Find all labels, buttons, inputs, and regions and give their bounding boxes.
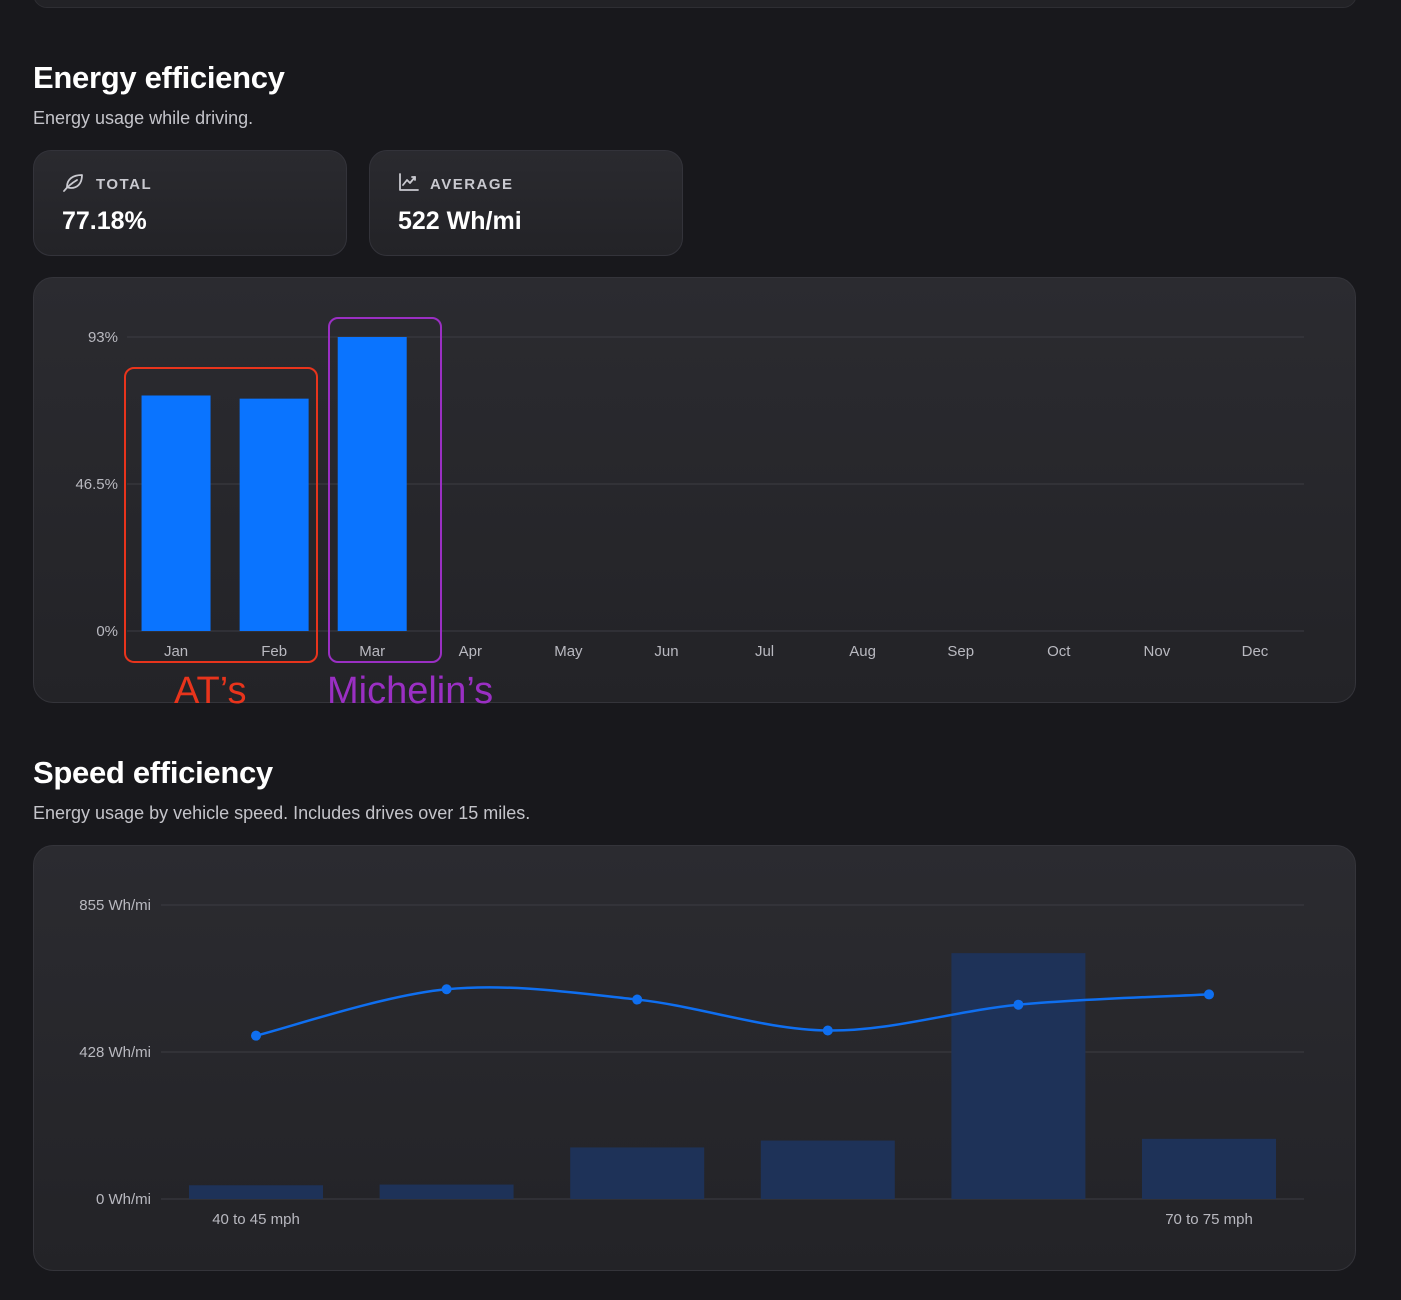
average-stat-card: AVERAGE 522 Wh/mi xyxy=(369,150,683,256)
total-stat-label: TOTAL xyxy=(96,175,153,193)
y-tick-label: 46.5% xyxy=(75,476,118,493)
speed-bar xyxy=(189,1185,323,1199)
ats-highlight-box xyxy=(124,367,318,663)
previous-card xyxy=(33,0,1357,8)
speed-chart-card: 0 Wh/mi 428 Wh/mi 855 Wh/mi 40 to 45 mph 70 … xyxy=(33,845,1356,1271)
ats-annotation-label: AT’s xyxy=(174,670,247,712)
data-point xyxy=(1204,989,1214,1000)
x-tick-label: Feb xyxy=(261,643,287,660)
x-tick-label: 40 to 45 mph xyxy=(212,1211,300,1228)
average-stat-value: 522 Wh/mi xyxy=(398,207,522,235)
speed-section-subtitle: Energy usage by vehicle speed. Includes … xyxy=(33,803,531,823)
michelins-annotation-label: Michelin’s xyxy=(327,670,494,712)
bar xyxy=(337,337,407,631)
x-tick-label: Apr xyxy=(459,643,482,660)
total-stat-card: TOTAL 77.18% xyxy=(33,150,347,256)
line-chart-icon xyxy=(398,172,420,197)
energy-chart-card: 0% 46.5% 93% Jan Feb Mar Apr May Jun Jul Aug Sep Oct… xyxy=(33,277,1356,703)
data-point xyxy=(251,1030,261,1041)
speed-bar xyxy=(379,1184,514,1199)
x-tick-label: May xyxy=(554,643,583,660)
x-tick-label: Jul xyxy=(755,643,774,660)
speed-bar xyxy=(951,953,1086,1199)
y-tick-label: 855 Wh/mi xyxy=(79,897,151,914)
y-tick-label: 0% xyxy=(96,623,118,640)
energy-section-title: Energy efficiency xyxy=(33,60,285,95)
speed-section-title: Speed efficiency xyxy=(33,755,273,790)
total-stat-value: 77.18% xyxy=(62,207,147,235)
speed-bar xyxy=(1142,1138,1276,1199)
x-tick-label: Sep xyxy=(947,643,974,660)
bar xyxy=(141,395,211,631)
data-point xyxy=(441,984,452,995)
energy-section-subtitle: Energy usage while driving. xyxy=(33,108,254,128)
bar xyxy=(239,398,309,631)
data-point xyxy=(632,994,643,1005)
y-tick-label: 428 Wh/mi xyxy=(79,1044,151,1061)
x-tick-label: Jan xyxy=(164,643,188,660)
speed-chart: 0 Wh/mi 428 Wh/mi 855 Wh/mi 40 to 45 mph 70 … xyxy=(79,897,1304,1228)
leaf-icon xyxy=(62,171,86,198)
data-point xyxy=(822,1025,833,1036)
average-stat-label: AVERAGE xyxy=(430,175,514,193)
x-tick-label: Oct xyxy=(1047,643,1071,660)
michelins-highlight-box xyxy=(328,317,442,663)
speed-bar xyxy=(760,1140,895,1199)
speed-bar xyxy=(570,1147,705,1199)
x-tick-label: Aug xyxy=(849,643,876,660)
data-point xyxy=(1013,999,1024,1010)
x-tick-label: 70 to 75 mph xyxy=(1165,1211,1253,1228)
efficiency-line xyxy=(255,986,1210,1037)
y-tick-label: 0 Wh/mi xyxy=(96,1191,151,1208)
energy-chart: 0% 46.5% 93% Jan Feb Mar Apr May Jun Jul Aug Sep Oct… xyxy=(75,329,1304,660)
x-tick-label: Dec xyxy=(1242,643,1269,660)
y-tick-label: 93% xyxy=(88,329,118,346)
x-tick-label: Mar xyxy=(359,643,385,660)
x-tick-label: Jun xyxy=(654,643,678,660)
x-tick-label: Nov xyxy=(1144,643,1171,660)
